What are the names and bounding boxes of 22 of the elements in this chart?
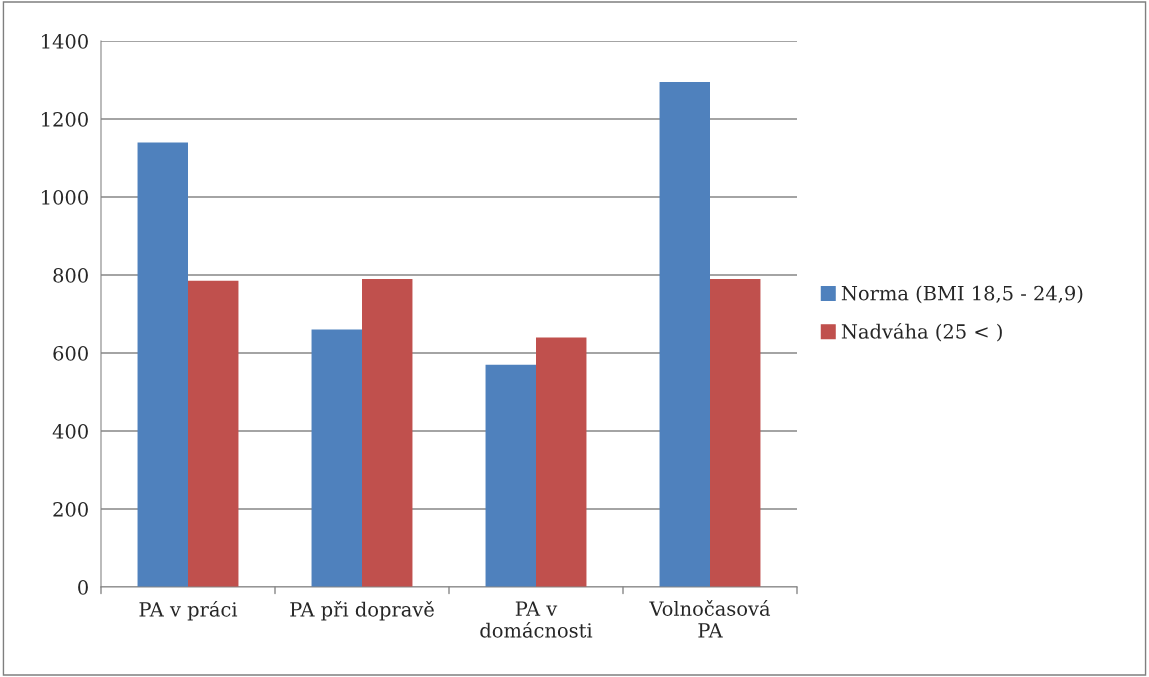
bar xyxy=(362,278,413,587)
bar xyxy=(659,81,710,587)
x-tick-label: Volnočasová PA xyxy=(649,600,771,638)
bar xyxy=(311,329,362,587)
y-tick-label: 1000 xyxy=(42,189,88,205)
legend-label: Norma (BMI 18,5 - 24,9) xyxy=(841,285,1083,304)
x-tick-label: PA v domácnosti xyxy=(480,601,593,638)
x-tick-label: PA v práci xyxy=(139,600,238,621)
y-tick-label: 0 xyxy=(78,579,88,595)
x-tick-label: PA při dopravě xyxy=(290,600,434,621)
y-tick-label: 600 xyxy=(53,345,88,361)
y-tick-label: 1400 xyxy=(42,33,88,49)
bar xyxy=(188,280,239,587)
bar xyxy=(536,337,587,587)
bar xyxy=(137,142,188,587)
y-tick-label: 800 xyxy=(53,267,88,283)
bar xyxy=(485,364,536,587)
bar xyxy=(710,278,761,587)
y-tick-label: 200 xyxy=(53,501,88,517)
y-tick-label: 1200 xyxy=(42,111,88,127)
legend-label: Nadváha (25 < ) xyxy=(841,322,1002,342)
y-tick-label: 400 xyxy=(52,423,88,439)
